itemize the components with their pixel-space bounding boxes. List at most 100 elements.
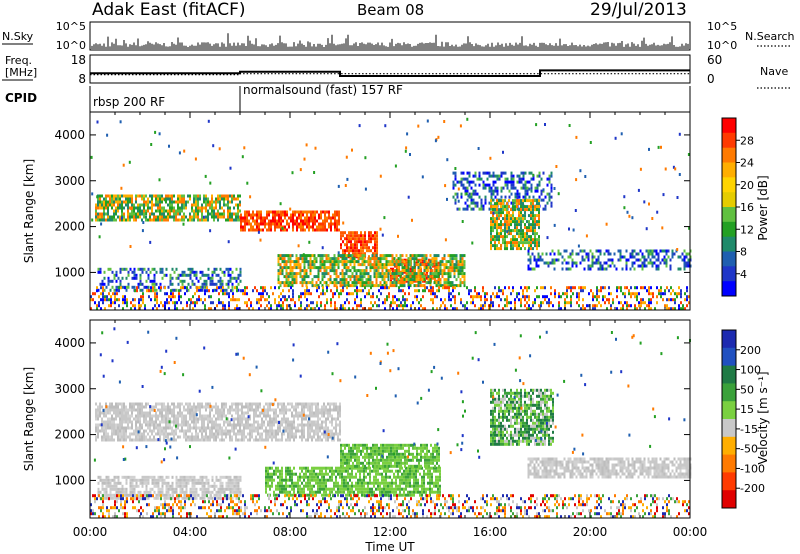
velocity-echo-cell xyxy=(221,426,223,430)
power-echo-cell xyxy=(140,298,142,302)
power-echo-cell xyxy=(461,254,464,258)
velocity-echo-cell xyxy=(247,411,249,415)
power-echo-cell xyxy=(492,229,494,233)
velocity-echo-cell xyxy=(173,429,175,433)
velocity-echo-cell xyxy=(199,405,201,409)
power-echo-cell xyxy=(625,267,628,271)
power-echo-cell xyxy=(99,267,102,271)
power-echo-cell xyxy=(233,194,235,198)
power-echo-cell xyxy=(291,284,294,288)
power-echo-cell xyxy=(131,203,133,207)
power-echo-cell xyxy=(280,225,282,229)
power-scatter-cell xyxy=(321,246,324,250)
frequency-series xyxy=(90,69,690,77)
power-echo-cell xyxy=(453,257,456,261)
power-echo-cell xyxy=(221,206,223,210)
power-echo-cell xyxy=(649,252,652,256)
power-echo-cell xyxy=(608,292,610,296)
power-echo-cell xyxy=(339,254,342,258)
power-echo-cell xyxy=(383,284,386,288)
power-echo-cell xyxy=(640,286,642,290)
power-echo-cell xyxy=(461,281,464,285)
power-echo-cell xyxy=(280,307,282,311)
power-echo-cell xyxy=(392,276,394,280)
velocity-echo-cell xyxy=(165,423,167,427)
power-echo-cell xyxy=(617,249,620,253)
power-echo-cell xyxy=(328,213,330,217)
velocity-echo-cell xyxy=(155,438,157,442)
freq-frame xyxy=(89,54,691,84)
power-echo-cell xyxy=(591,255,594,259)
power-echo-cell xyxy=(368,255,370,259)
velocity-echo-cell xyxy=(105,432,107,436)
power-echo-cell xyxy=(518,199,520,203)
power-echo-cell xyxy=(377,284,380,288)
power-echo-cell xyxy=(520,208,522,212)
power-echo-cell xyxy=(262,289,264,293)
power-echo-cell xyxy=(121,200,123,204)
velocity-echo-cell xyxy=(113,411,115,415)
power-echo-cell xyxy=(422,289,424,293)
power-echo-cell xyxy=(177,197,179,201)
power-echo-cell xyxy=(278,301,280,305)
power-echo-cell xyxy=(180,295,182,299)
power-echo-cell xyxy=(625,258,628,262)
power-echo-cell xyxy=(644,307,646,311)
power-echo-cell xyxy=(157,197,159,201)
power-echo-cell xyxy=(360,304,362,308)
power-echo-cell xyxy=(256,222,258,226)
power-echo-cell xyxy=(222,286,224,290)
power-echo-cell xyxy=(207,267,210,271)
velocity-echo-cell xyxy=(269,429,271,433)
power-echo-cell xyxy=(516,174,519,178)
power-echo-cell xyxy=(155,218,157,222)
velocity-echo-cell xyxy=(131,438,133,442)
power-echo-cell xyxy=(365,266,368,270)
power-echo-cell xyxy=(526,189,529,193)
power-echo-cell xyxy=(301,269,304,273)
power-echo-cell xyxy=(541,252,544,256)
power-echo-cell xyxy=(566,286,568,290)
power-echo-cell xyxy=(364,246,366,250)
power-echo-cell xyxy=(288,225,290,229)
power-scatter-cell xyxy=(150,143,153,146)
power-echo-cell xyxy=(582,289,584,293)
power-echo-cell xyxy=(532,238,534,242)
power-scatter-cell xyxy=(500,243,503,247)
power-echo-cell xyxy=(445,260,448,264)
power-echo-cell xyxy=(502,171,505,175)
power-echo-cell xyxy=(492,192,495,196)
power-echo-cell xyxy=(309,254,312,258)
power-echo-cell xyxy=(636,286,638,290)
power-echo-cell xyxy=(596,286,598,290)
power-echo-cell xyxy=(686,289,688,293)
power-echo-cell xyxy=(538,214,540,218)
power-echo-cell xyxy=(133,209,135,213)
power-echo-cell xyxy=(661,258,664,262)
power-echo-cell xyxy=(340,243,342,247)
power-echo-cell xyxy=(424,279,426,283)
power-echo-cell xyxy=(506,226,508,230)
power-echo-cell xyxy=(299,269,302,273)
power-echo-cell xyxy=(374,246,376,250)
power-echo-cell xyxy=(478,292,480,296)
velocity-echo-cell xyxy=(205,405,207,409)
power-echo-cell xyxy=(480,204,483,208)
power-echo-cell xyxy=(634,304,636,308)
power-echo-cell xyxy=(107,209,109,213)
power-echo-cell xyxy=(381,263,384,267)
power-echo-cell xyxy=(227,197,229,201)
velocity-echo-cell xyxy=(109,411,111,415)
power-echo-cell xyxy=(563,258,566,262)
velocity-echo-cell xyxy=(227,423,229,427)
power-echo-cell xyxy=(352,231,354,235)
power-echo-cell xyxy=(193,273,196,277)
power-scatter-cell xyxy=(660,145,662,149)
power-echo-cell xyxy=(316,225,318,229)
power-echo-cell xyxy=(425,266,428,270)
power-echo-cell xyxy=(285,269,288,273)
power-scatter-cell xyxy=(212,144,215,148)
velocity-echo-cell xyxy=(169,417,171,421)
power-echo-cell xyxy=(665,249,668,253)
power-echo-cell xyxy=(389,263,392,267)
